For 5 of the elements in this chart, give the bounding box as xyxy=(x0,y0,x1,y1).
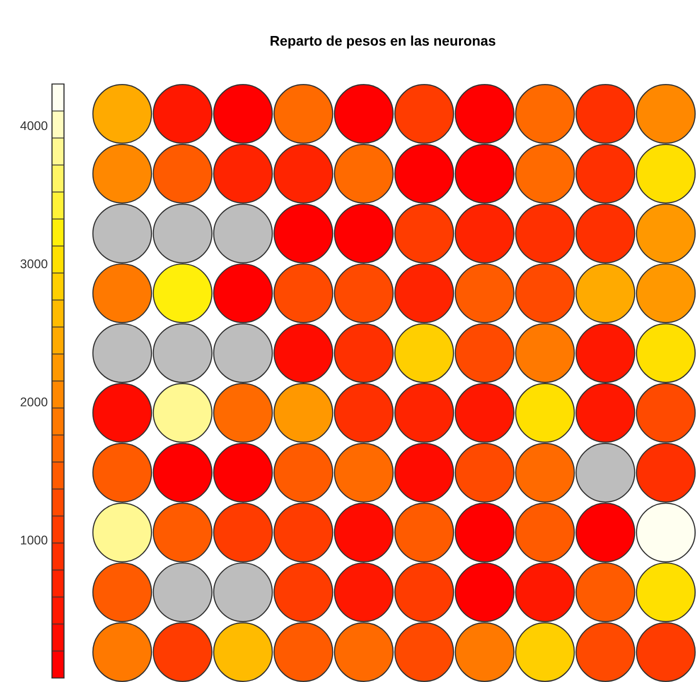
color-bar-label: 3000 xyxy=(20,259,48,268)
chart-title: Reparto de pesos en las neuronas xyxy=(270,36,496,48)
color-bar-label: 2000 xyxy=(20,398,48,406)
color-bar-label: 4000 xyxy=(20,121,48,130)
color-bar-label: 1000 xyxy=(20,536,48,545)
